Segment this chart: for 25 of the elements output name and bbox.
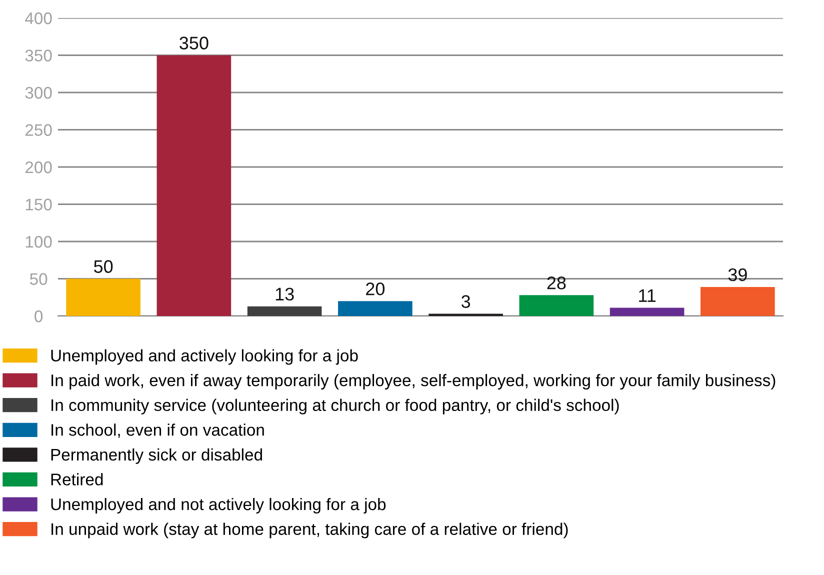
y-tick-label: 0 bbox=[34, 310, 43, 322]
y-tick-label: 50 bbox=[30, 273, 48, 285]
y-tick-label: 300 bbox=[25, 86, 52, 99]
legend-label: Retired bbox=[51, 473, 103, 486]
y-tick-label: 200 bbox=[25, 161, 52, 174]
legend-label: In unpaid work (stay at home parent, taking care of a relative or friend) bbox=[52, 522, 568, 538]
y-tick-label: 100 bbox=[26, 236, 52, 248]
legend-label: Unemployed and not actively looking for a job bbox=[51, 498, 386, 514]
legend-label: Permanently sick or disabled bbox=[51, 448, 262, 464]
legend-label: In paid work, even if away temporarily (employee, self-employed, working for your family business) bbox=[52, 374, 776, 390]
y-tick-label: 150 bbox=[26, 198, 52, 210]
data-label: 11 bbox=[639, 289, 656, 302]
legend-label: Unemployed and actively looking for a job bbox=[51, 349, 358, 365]
legend-label: In school, even if on vacation bbox=[52, 424, 264, 438]
y-tick-label: 350 bbox=[25, 50, 52, 62]
y-tick-label: 250 bbox=[25, 124, 52, 136]
y-tick-label: 400 bbox=[25, 12, 52, 24]
data-label: 13 bbox=[276, 288, 294, 301]
data-label: 350 bbox=[180, 36, 208, 50]
data-label: 28 bbox=[547, 276, 566, 290]
data-label: 50 bbox=[94, 260, 113, 273]
data-label: 3 bbox=[461, 295, 470, 308]
data-label: 20 bbox=[366, 282, 385, 296]
data-label: 39 bbox=[728, 268, 747, 282]
legend-label: In community service (volunteering at church or food pantry, or child's school) bbox=[52, 398, 619, 414]
